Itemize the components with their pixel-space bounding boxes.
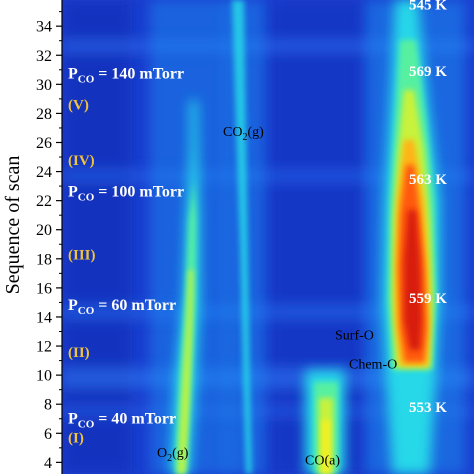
y-tick-label: 22 <box>36 193 52 210</box>
y-tick-label: 6 <box>44 426 52 443</box>
y-tick-label: 34 <box>36 19 52 36</box>
pressure-label: PCO = 40 mTorr <box>68 410 176 430</box>
annotations: PCO = 140 mTorr PCO = 100 mTorr PCO = 60 m… <box>68 0 447 468</box>
temperature-label: 553 K <box>409 400 447 416</box>
peak-label: CO(a) <box>305 453 340 468</box>
pressure-label: PCO = 140 mTorr <box>68 66 184 86</box>
stage-label: (V) <box>68 98 89 114</box>
pressure-label: PCO = 100 mTorr <box>68 183 184 203</box>
coa-band <box>305 370 345 474</box>
y-tick-label: 28 <box>36 106 52 123</box>
peak-label: O2(g) <box>157 446 189 464</box>
y-axis-title: Sequence of scan <box>2 156 24 295</box>
temperature-label: 545 K <box>409 0 447 13</box>
y-tick-label: 30 <box>36 77 52 94</box>
stage-label: (II) <box>68 345 90 361</box>
peak-label: Surf-O <box>335 328 374 343</box>
stage-label: (I) <box>68 431 84 447</box>
stage-label: (IV) <box>68 153 95 169</box>
temperature-label: 569 K <box>409 64 447 80</box>
peak-label: CO2(g) <box>223 125 264 143</box>
o2-band <box>150 0 230 474</box>
y-tick-label: 16 <box>36 280 52 297</box>
y-tick-label: 24 <box>36 164 52 181</box>
y-tick-label: 12 <box>36 339 52 356</box>
pressure-label: PCO = 60 mTorr <box>68 297 176 317</box>
heatmap-area <box>62 0 474 474</box>
y-tick-label: 8 <box>44 397 52 414</box>
peak-label: Chem-O <box>349 357 397 372</box>
oxide-band <box>365 0 465 474</box>
y-ticks: 4 6 8 10 12 14 16 18 20 22 24 26 28 30 32 34 <box>36 11 62 472</box>
y-tick-label: 14 <box>36 309 52 326</box>
y-tick-label: 20 <box>36 222 52 239</box>
co2-band <box>225 0 265 474</box>
y-tick-label: 32 <box>36 48 52 65</box>
y-tick-label: 4 <box>44 455 52 472</box>
stage-label: (III) <box>68 247 96 263</box>
temperature-label: 559 K <box>409 291 447 307</box>
temperature-label: 563 K <box>409 172 447 188</box>
y-tick-label: 10 <box>36 368 52 385</box>
y-tick-label: 18 <box>36 251 52 268</box>
y-tick-label: 26 <box>36 135 52 152</box>
